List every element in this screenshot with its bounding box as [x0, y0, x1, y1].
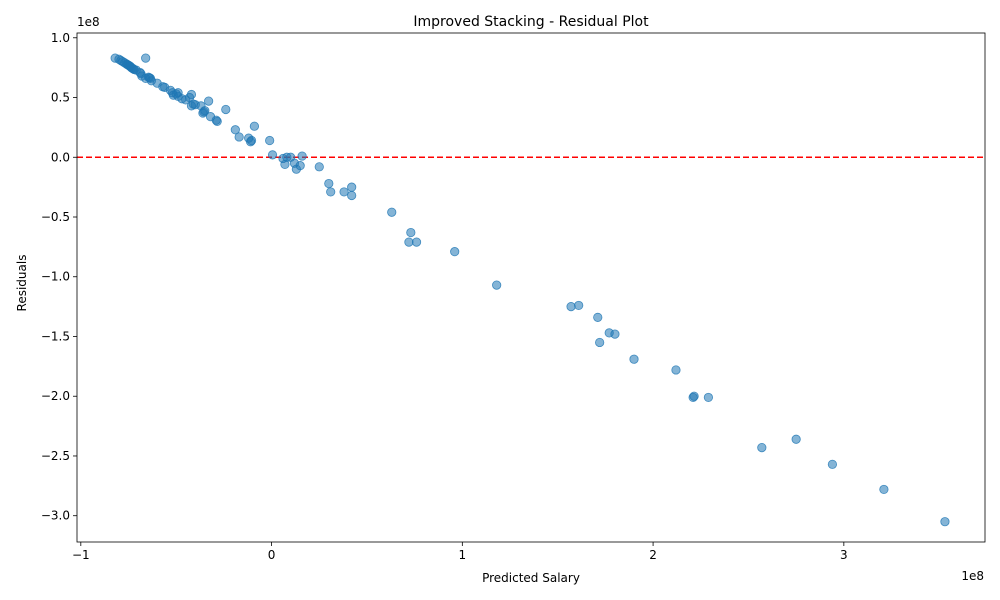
y-axis-label: Residuals — [15, 255, 29, 312]
scatter-point — [200, 106, 210, 116]
scatter-point — [339, 187, 349, 197]
scatter-point — [703, 392, 714, 403]
scatter-point — [141, 53, 151, 63]
y-axis-ticks: 1.0 0.5 0.0 −0.5 −1.0 −1.5 −2.0 −2.5 −3.0 — [41, 31, 77, 523]
scatter-point — [940, 517, 950, 527]
scatter-point — [267, 150, 278, 160]
scatter-point — [595, 337, 605, 348]
scatter-point — [230, 125, 240, 135]
scatter-point — [212, 116, 222, 127]
y-tick-label: 0.5 — [51, 91, 70, 105]
x-tick-label: 2 — [649, 548, 657, 562]
scatter-point — [347, 190, 357, 201]
y-tick-label: 0.0 — [51, 150, 70, 164]
scatter-point — [879, 484, 889, 495]
x-tick-label: 3 — [840, 548, 848, 562]
x-axis-ticks: −1 0 1 2 3 — [72, 542, 848, 562]
scatter-point — [314, 162, 324, 172]
scatter-point — [249, 121, 260, 131]
x-axis-label: Predicted Salary — [482, 571, 580, 585]
y-tick-label: −2.0 — [41, 389, 70, 403]
y-tick-label: −1.0 — [41, 270, 70, 284]
scatter-point — [387, 207, 397, 217]
plot-area-frame — [76, 32, 986, 543]
scatter-point — [492, 280, 502, 290]
scatter-point — [234, 132, 244, 142]
x-tick-label: 1 — [459, 548, 467, 562]
scatter-point — [406, 227, 416, 238]
scatter-point — [204, 96, 214, 106]
scatter-point — [326, 187, 336, 197]
scatter-point — [671, 365, 681, 375]
y-tick-label: −0.5 — [41, 210, 70, 224]
scatter-point — [574, 300, 584, 311]
y-tick-label: −2.5 — [41, 449, 70, 463]
scatter-point — [411, 237, 422, 247]
scatter-point — [566, 302, 576, 312]
x-tick-label: −1 — [72, 548, 90, 562]
y-tick-label: −1.5 — [41, 329, 70, 343]
y-tick-label: −3.0 — [41, 509, 70, 523]
chart-title: Improved Stacking - Residual Plot — [413, 14, 649, 30]
y-axis-offset-text: 1e8 — [77, 15, 100, 29]
scatter-point — [450, 247, 460, 257]
scatter-point — [827, 459, 837, 469]
scatter-point — [629, 354, 639, 364]
scatter-point — [186, 89, 197, 100]
y-tick-label: 1.0 — [51, 31, 70, 45]
scatter-point — [265, 135, 275, 146]
scatter-point — [221, 104, 231, 115]
scatter-point — [404, 237, 414, 247]
scatter-point — [757, 443, 767, 453]
scatter-point — [593, 312, 603, 322]
scatter-point — [347, 182, 357, 192]
scatter-point — [791, 434, 801, 444]
scatter-point — [246, 135, 257, 146]
scatter-point — [297, 151, 307, 161]
scatter-point — [324, 178, 334, 189]
x-tick-label: 0 — [268, 548, 276, 562]
scatter-points — [110, 53, 950, 527]
scatter-point — [610, 329, 620, 339]
scatter-point — [295, 161, 305, 171]
x-axis-offset-text: 1e8 — [961, 569, 984, 583]
scatter-point — [689, 391, 699, 401]
